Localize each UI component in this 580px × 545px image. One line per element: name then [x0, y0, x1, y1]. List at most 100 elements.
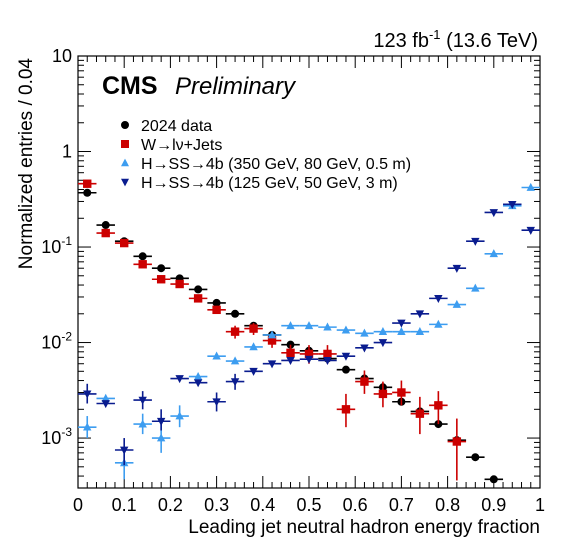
- marker-signal-125: [175, 375, 184, 384]
- marker-signal-350: [415, 327, 425, 336]
- point-data: [336, 365, 356, 374]
- point-data: [207, 298, 226, 307]
- marker-signal-350: [526, 182, 535, 191]
- lumi-energy: (13.6 TeV): [446, 30, 538, 52]
- marker-signal-125: [489, 209, 498, 218]
- x-axis-label: Leading jet neutral hadron energy fracti…: [188, 517, 540, 538]
- point-wjets: [96, 228, 115, 238]
- legend-marker-data: [121, 121, 129, 129]
- marker-signal-350: [471, 283, 480, 292]
- x-tick-label: 0.3: [204, 495, 229, 515]
- marker-signal-350: [341, 325, 351, 334]
- point-signal-125: [281, 357, 300, 366]
- point-signal-350: [429, 319, 448, 328]
- point-wjets: [133, 260, 152, 269]
- marker-data: [489, 475, 498, 484]
- point-signal-125: [299, 355, 319, 364]
- marker-signal-125: [508, 200, 517, 209]
- point-signal-125: [355, 344, 374, 353]
- point-signal-125: [133, 391, 152, 410]
- marker-wjets: [156, 275, 166, 284]
- point-signal-125: [114, 438, 134, 466]
- marker-signal-350: [397, 327, 406, 336]
- x-tick-label: 0.1: [112, 495, 137, 515]
- legend-item-signal-125: H→SS→4b (125 GeV, 50 GeV, 3 m): [121, 175, 398, 192]
- marker-wjets: [378, 389, 388, 399]
- point-wjets: [151, 275, 171, 284]
- marker-wjets: [249, 324, 258, 333]
- legend-label-wjets: W→lν+Jets: [141, 137, 222, 154]
- marker-signal-350: [193, 371, 203, 380]
- marker-signal-350: [156, 433, 166, 442]
- point-signal-350: [484, 249, 504, 258]
- marker-signal-125: [360, 344, 369, 353]
- legend-marker-signal-350: [121, 158, 129, 167]
- x-tick-label: 1: [535, 495, 545, 515]
- marker-wjets: [397, 388, 406, 397]
- marker-wjets: [101, 228, 110, 238]
- point-signal-350: [336, 325, 356, 334]
- marker-signal-350: [267, 330, 277, 339]
- marker-signal-350: [83, 422, 92, 431]
- point-signal-350: [447, 299, 467, 308]
- marker-signal-125: [341, 352, 351, 361]
- series-signal-350: [78, 182, 540, 480]
- x-tick-label: 0.6: [343, 495, 368, 515]
- marker-signal-350: [175, 411, 184, 420]
- marker-signal-350: [360, 328, 369, 337]
- y-tick-label: 10-3: [41, 425, 72, 448]
- marker-signal-125: [212, 398, 221, 407]
- marker-signal-125: [286, 357, 295, 366]
- marker-signal-350: [249, 342, 258, 351]
- legend: 2024 data W→lν+Jets H→SS→4b (350 GeV, 80 G…: [121, 118, 411, 192]
- point-data: [133, 252, 152, 261]
- marker-data: [231, 309, 240, 318]
- marker-wjets: [452, 437, 462, 446]
- experiment-label: CMS: [102, 72, 158, 100]
- marker-signal-125: [471, 237, 480, 246]
- marker-wjets: [360, 377, 369, 386]
- y-tick-label: 10: [52, 46, 72, 66]
- marker-wjets: [175, 279, 184, 289]
- point-signal-125: [96, 400, 115, 409]
- marker-signal-125: [434, 295, 443, 303]
- x-tick-label: 0.9: [481, 495, 506, 515]
- point-signal-350: [262, 330, 282, 339]
- point-signal-350: [78, 416, 97, 439]
- marker-signal-125: [323, 357, 332, 366]
- legend-item-data: 2024 data: [121, 118, 212, 135]
- point-signal-350: [170, 405, 189, 428]
- point-signal-125: [244, 367, 263, 376]
- marker-wjets: [304, 349, 314, 359]
- marker-data: [212, 298, 221, 307]
- marker-wjets: [230, 327, 240, 336]
- point-signal-125: [262, 360, 282, 369]
- point-signal-125: [336, 352, 356, 361]
- x-tick-label: 0: [73, 495, 83, 515]
- marker-signal-350: [101, 393, 110, 402]
- legend-item-wjets: W→lν+Jets: [121, 137, 222, 154]
- point-signal-350: [281, 321, 300, 330]
- marker-signal-350: [304, 321, 314, 330]
- marker-data: [194, 285, 203, 294]
- x-tick-label: 0.4: [250, 495, 275, 515]
- point-wjets: [373, 381, 393, 408]
- marker-wjets: [341, 405, 351, 414]
- point-signal-350: [466, 283, 485, 292]
- point-signal-350: [410, 327, 430, 336]
- point-signal-125: [225, 373, 245, 390]
- marker-signal-125: [249, 367, 258, 376]
- point-data: [188, 285, 208, 294]
- point-signal-125: [78, 383, 97, 404]
- marker-signal-125: [415, 310, 425, 319]
- point-wjets: [447, 418, 467, 481]
- marker-signal-350: [489, 249, 498, 258]
- point-data: [466, 453, 485, 462]
- marker-wjets: [193, 294, 203, 303]
- marker-signal-125: [267, 360, 277, 369]
- marker-wjets: [212, 305, 221, 315]
- series-data: [78, 188, 504, 484]
- axes-layer: 0 0.1 0.2 0.3 0.4 0.5 0.6 0.7 0.8 0.9 1 10-3 10-2 10-…: [41, 46, 545, 515]
- point-wjets: [244, 323, 263, 335]
